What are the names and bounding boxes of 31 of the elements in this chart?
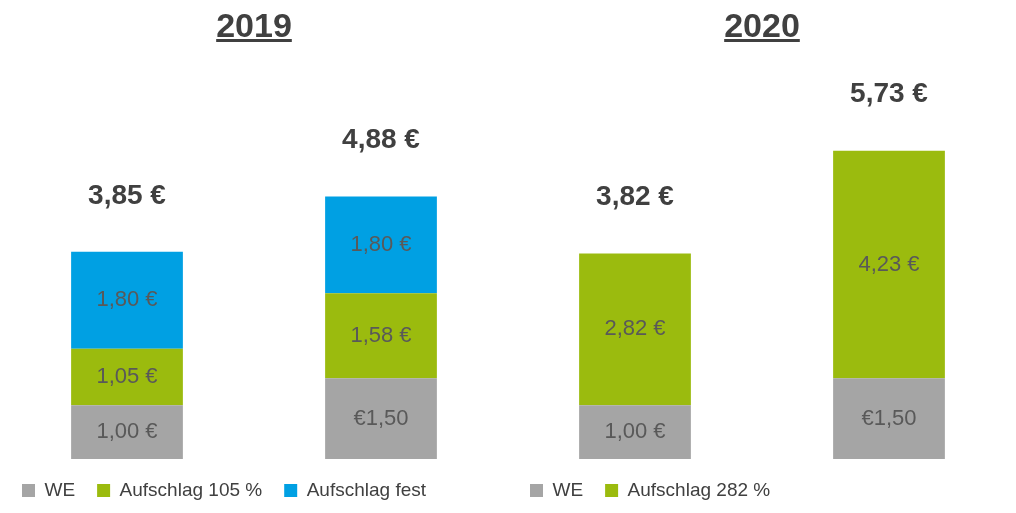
chart-title: 2020 <box>723 6 801 45</box>
total-label: 5,73 € <box>850 77 929 109</box>
bar <box>71 251 183 349</box>
data-label: €1,50 <box>861 404 917 430</box>
data-label: €1,50 <box>353 404 409 430</box>
data-label: 1,00 € <box>604 418 666 444</box>
bar <box>71 405 183 459</box>
chart-title: 2019 <box>215 6 293 45</box>
data-label: 2,82 € <box>604 315 666 341</box>
legend-label: Aufschlag fest <box>306 478 427 500</box>
bar <box>325 293 437 379</box>
bar <box>325 378 437 459</box>
data-label: 1,58 € <box>350 321 412 347</box>
legend-label: WE <box>552 478 584 500</box>
bar <box>833 378 945 459</box>
legend-label: Aufschlag 105 % <box>119 478 263 500</box>
bar <box>71 348 183 406</box>
data-label: 1,80 € <box>96 286 158 312</box>
data-label: 1,05 € <box>96 363 158 388</box>
legend-label: Aufschlag 282 % <box>627 478 771 500</box>
data-label: 1,80 € <box>350 230 412 256</box>
bar <box>579 405 691 459</box>
total-label: 3,82 € <box>596 180 675 212</box>
bar <box>833 150 945 379</box>
legend-label: WE <box>44 478 76 500</box>
bar <box>579 253 691 406</box>
bar <box>325 196 437 294</box>
total-label: 4,88 € <box>342 123 421 155</box>
data-label: 1,00 € <box>96 418 158 444</box>
data-label: 4,23 € <box>858 250 920 276</box>
total-label: 3,85 € <box>88 178 167 210</box>
